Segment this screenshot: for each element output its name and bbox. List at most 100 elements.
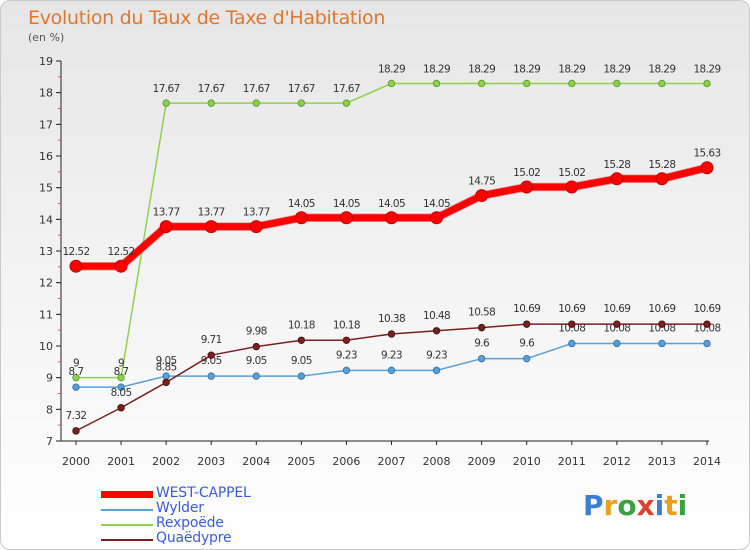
y-tick-label: 11 [39,308,53,321]
legend-item-west-cappel[interactable]: WEST-CAPPEL [101,485,321,502]
data-point [523,320,531,328]
x-tick-label: 2011 [558,455,586,468]
y-tick-label: 9 [46,372,53,385]
data-point [432,327,441,335]
data-point [297,372,306,380]
data-point [613,339,621,348]
data-point [294,211,308,225]
data-point [658,339,666,348]
data-point [703,339,711,348]
x-tick-label: 2013 [648,455,676,468]
data-label: 9.23 [381,349,402,361]
chart-title: Evolution du Taux de Taxe d'Habitation [28,7,386,29]
data-point [610,172,624,186]
data-label: 18.29 [603,63,630,75]
data-point [342,99,351,107]
data-label: 12.52 [108,246,135,258]
data-label: 18.29 [468,63,495,75]
data-label: 8.85 [156,361,177,373]
logo-letter: t [664,489,678,522]
data-point [207,372,215,380]
data-point [117,404,125,412]
x-tick-label: 2003 [197,455,225,468]
data-point [339,211,353,225]
legend: WEST-CAPPEL Wylder Rexpoëde Quaëdypre [101,485,321,547]
data-label: 18.29 [378,63,405,75]
data-point [252,342,260,351]
legend-item-quaedypre[interactable]: Quaëdypre [101,530,321,547]
series-west-cappel: 12.52 12.52 13.77 13.77 13.77 14.05 14.05 14.05… [62,148,721,273]
data-point [565,180,579,194]
data-label: 9.23 [336,349,357,361]
data-point [658,320,666,328]
data-point [432,366,441,375]
data-label: 8.7 [69,366,84,378]
y-tick-label: 19 [39,55,53,68]
data-label: 17.67 [153,83,180,95]
data-label: 17.67 [288,83,315,95]
data-label: 8.05 [111,387,132,399]
data-label: 10.69 [693,303,720,315]
series-wylder: 8.7 8.79.05 9.05 9.05 9.05 9.23 9.23 9.239.6 9.6… [69,322,721,391]
x-tick-label: 2005 [287,455,315,468]
data-point [658,79,666,88]
data-point [297,99,306,107]
y-tick-label: 10 [39,340,53,353]
x-tick-label: 2009 [468,455,496,468]
legend-label: Quaëdypre [156,530,232,546]
data-point [69,259,83,273]
proxiti-logo: Proxiti [583,489,687,522]
chart-subtitle: (en %) [28,31,65,44]
legend-label: Wylder [156,500,204,516]
data-label: 7.32 [66,410,87,422]
data-label: 10.18 [288,319,315,331]
logo-letter: r [603,489,618,522]
data-point [477,354,486,363]
x-tick-label: 2008 [423,455,451,468]
x-tick-label: 2004 [242,455,270,468]
data-label: 9.98 [246,326,267,338]
data-label: 10.48 [423,310,450,322]
data-point [342,336,351,344]
x-tick-label: 2007 [378,455,406,468]
x-tick-label: 2000 [62,455,90,468]
data-point [477,323,486,332]
y-tick-label: 18 [39,87,53,100]
data-point [114,259,128,273]
data-point [207,99,215,107]
data-label: 18.29 [558,63,585,75]
data-label: 10.69 [603,303,630,315]
x-tick-label: 2002 [152,455,180,468]
y-tick-label: 16 [39,150,53,163]
data-label: 10.08 [693,322,720,334]
data-point [700,161,714,175]
y-tick-label: 13 [39,245,53,258]
data-label: 18.29 [693,63,720,75]
data-point [520,180,534,194]
data-label: 9.05 [156,355,177,367]
series-qua-dypre: 7.32 8.05 8.85 9.71 9.98 10.18 10.18 10.38 10.48… [66,303,721,435]
data-label: 10.69 [513,303,540,315]
data-label: 14.05 [333,198,360,210]
y-tick-label: 14 [39,213,53,226]
data-point [385,211,398,225]
data-label: 17.67 [198,83,225,95]
y-tick-label: 7 [46,435,53,448]
legend-item-wylder[interactable]: Wylder [101,500,321,517]
legend-item-rexpoede[interactable]: Rexpoëde [101,515,321,532]
data-label: 9.05 [291,355,312,367]
data-label: 10.69 [558,303,585,315]
data-point [297,336,306,344]
data-point [342,366,351,375]
data-point [523,354,531,363]
data-point [72,373,80,382]
x-tick-label: 2001 [107,455,135,468]
legend-label: WEST-CAPPEL [156,485,251,501]
data-label: 18.29 [513,63,540,75]
data-label: 8.7 [114,366,129,378]
x-tick-label: 2012 [603,455,631,468]
data-label: 10.38 [378,313,405,325]
data-point [703,320,711,328]
data-point [655,172,669,186]
